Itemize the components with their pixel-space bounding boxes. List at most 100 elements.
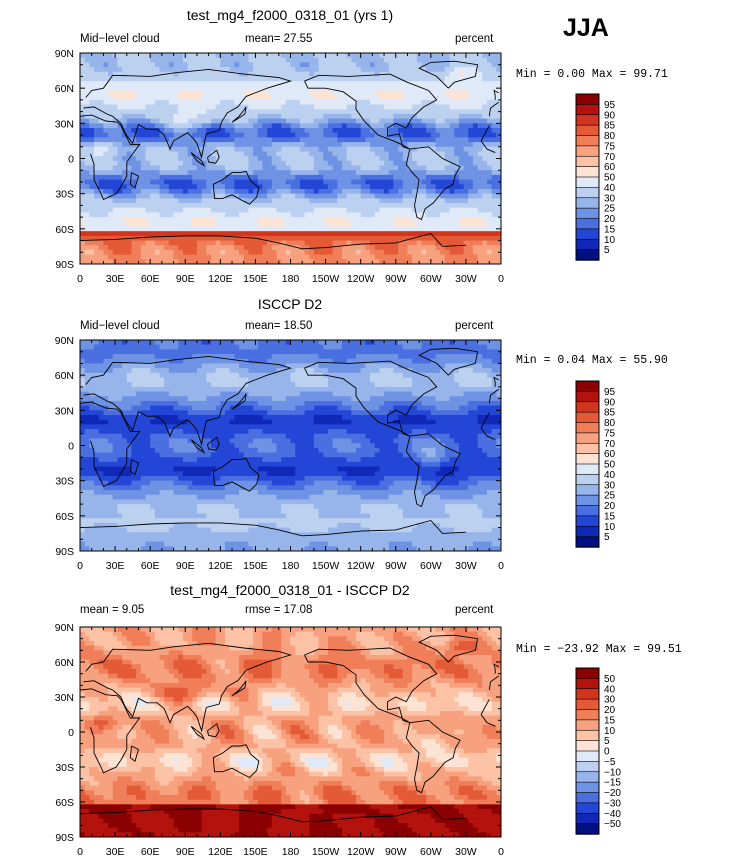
panel-3-title: test_mg4_f2000_0318_01 - ISCCP D2 [170,582,410,598]
lon-tick-label: 120W [347,846,375,858]
coastline-africa [80,114,141,201]
colorbar-frame [575,380,600,548]
colorbar-label: −10 [604,767,621,778]
coastline-madagascar [129,745,140,762]
colorbar-swatch [575,525,600,538]
colorbar-swatch [575,176,600,189]
colorbar-swatch [575,740,600,752]
panel-3-rmse-label: rmse = 17.08 [245,604,313,616]
coastlines-1 [80,60,499,250]
panel-1-title: test_mg4_f2000_0318_01 (yrs 1) [186,7,394,23]
lon-tick-label: 90E [176,846,195,858]
colorbar-label: −40 [604,809,621,820]
colorbar-label: 15 [604,511,616,522]
colorbar-swatch [575,515,600,527]
colorbar-label: 50 [604,173,616,184]
coastline-uk [493,376,499,387]
colorbar-swatch [575,197,600,209]
lat-tick-label: 30S [55,189,74,201]
coastline-n_america [304,647,438,724]
colorbar-swatch [575,238,600,251]
coastline-greenland [418,60,479,89]
lon-tick-label: 60E [141,846,160,858]
coastline-europe_asia [83,68,293,160]
colorbar-label: 85 [604,408,616,419]
coastline-europe_asia [83,642,293,733]
coastline-europe_asia [488,388,499,404]
colorbar-label: 40 [604,183,616,194]
lat-tick-label: 60N [55,370,74,382]
coastline-borneo [207,723,220,738]
colorbar-swatch [575,505,600,517]
lon-tick-label: 150E [243,273,268,285]
coastline-africa [80,688,141,774]
lat-tick-label: 90S [55,546,74,558]
lon-tick-label: 0 [77,273,83,285]
coastline-uk [493,89,499,100]
colorbar-swatch [575,729,600,742]
colorbar-swatch [575,249,600,261]
lon-tick-label: 150W [312,846,340,858]
lat-tick-label: 30S [55,476,74,488]
coastline-uk [493,663,499,674]
colorbar-label: 40 [604,684,616,695]
colorbar-swatch [575,688,600,700]
panel-2-title: ISCCP D2 [257,296,323,312]
lat-tick-label: 0 [68,154,74,166]
coastline-africa [480,412,490,429]
coastline-n_america [304,73,438,150]
colorbar-swatch [575,442,600,455]
lon-tick-label: 150E [243,846,268,858]
colorbar-label: 15 [604,715,616,726]
colorbar-label: 40 [604,470,616,481]
coastline-sumatra [190,439,206,454]
panel-2-min-max: Min = 0.04 Max = 55.90 [516,354,668,367]
lon-tick-label: 180 [282,560,300,572]
lon-tick-label: 180 [282,846,300,858]
colorbar-swatch [575,781,600,794]
colorbar-label: 80 [604,418,616,429]
colorbar-swatch [575,104,600,116]
colorbar-label: 25 [604,204,616,215]
colorbar-label: −50 [604,819,621,830]
colorbar-swatch [575,823,600,835]
colorbar-label: 80 [604,131,616,142]
colorbar-swatch [575,124,600,137]
lon-tick-label: 120E [208,273,233,285]
contour-field-1 [80,53,501,264]
colorbar-swatch [575,411,600,424]
colorbar-label: 10 [604,522,616,533]
colorbar-swatch [575,484,600,496]
coastline-europe_asia [488,101,499,117]
colorbar-label: 75 [604,428,616,439]
colorbar-swatch [575,166,600,178]
coastline-africa [480,125,490,142]
colorbar-swatch [575,812,600,825]
coastline-africa [480,714,496,727]
colorbar-label: −20 [604,788,621,799]
colorbar-swatch [575,422,600,434]
panel-2-mean-label: mean= 18.50 [245,320,313,332]
colorbar-swatch [575,771,600,783]
colorbar-swatch [575,463,600,476]
colorbar-swatch [575,187,600,199]
lat-tick-label: 60S [55,511,74,523]
colorbar-label: 15 [604,224,616,235]
panel-2-variable-label: Mid−level cloud [80,320,160,332]
lat-tick-label: 90N [55,48,74,60]
lon-tick-label: 0 [498,846,504,858]
lat-tick-label: 90N [55,622,74,634]
lat-tick-label: 60S [55,797,74,809]
coastline-greenland [418,634,479,663]
colorbar-label: 25 [604,491,616,502]
colorbar-label: 20 [604,214,616,225]
panel-1-units: percent [455,33,494,45]
lon-tick-label: 60W [420,846,442,858]
panel-3-units: percent [455,604,494,616]
lat-tick-label: 0 [68,727,74,739]
colorbar-swatch [575,698,600,711]
